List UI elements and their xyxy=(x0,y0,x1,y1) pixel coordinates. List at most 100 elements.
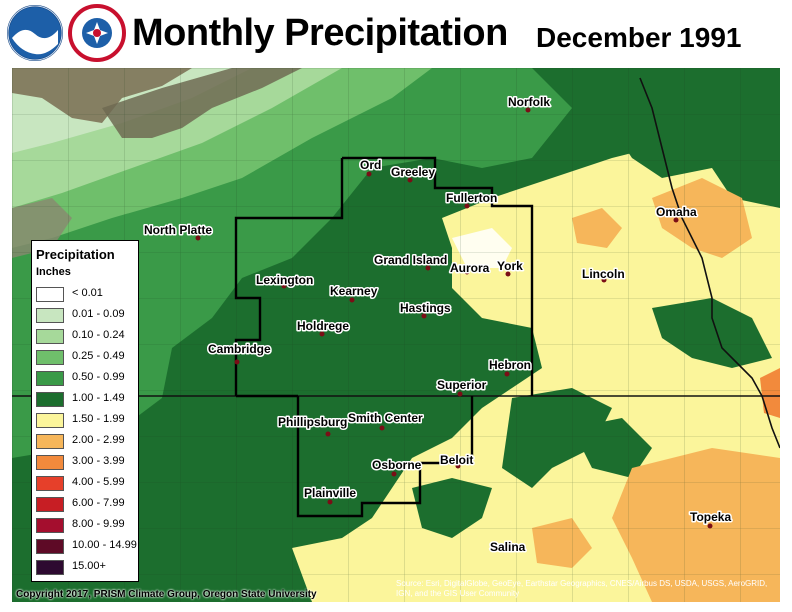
city-ord[interactable]: Ord xyxy=(359,157,383,177)
legend-item: 15.00+ xyxy=(36,559,136,575)
city-greeley[interactable]: Greeley xyxy=(390,164,437,183)
legend-label: 3.00 - 3.99 xyxy=(72,455,125,467)
precipitation-map[interactable]: Norfolk Ord Greeley Fullerton North Plat… xyxy=(12,68,780,602)
legend-label: 0.10 - 0.24 xyxy=(72,329,125,341)
city-hastings[interactable]: Hastings xyxy=(399,300,453,319)
city-label: Plainville xyxy=(304,486,356,500)
city-label: Fullerton xyxy=(446,191,497,205)
city-north-platte[interactable]: North Platte xyxy=(143,222,214,241)
city-label: Aurora xyxy=(450,261,490,275)
city-salina[interactable]: Salina xyxy=(489,539,528,556)
legend-swatch xyxy=(36,434,64,449)
copyright-credit: Copyright 2017, PRISM Climate Group, Ore… xyxy=(16,589,317,600)
city-grand-island[interactable]: Grand Island xyxy=(373,252,449,271)
forecast-area-boundary xyxy=(234,158,344,396)
legend-item: 8.00 - 9.99 xyxy=(36,517,136,533)
legend-label: 4.00 - 5.99 xyxy=(72,476,125,488)
legend-item: 0.50 - 0.99 xyxy=(36,370,136,386)
city-label: Holdrege xyxy=(297,319,349,333)
legend-label: 1.00 - 1.49 xyxy=(72,392,125,404)
city-label: Hebron xyxy=(489,358,531,372)
legend-label: 15.00+ xyxy=(72,560,106,572)
city-label: Beloit xyxy=(440,453,473,467)
legend-label: 6.00 - 7.99 xyxy=(72,497,125,509)
legend-item: 10.00 - 14.99 xyxy=(36,538,137,554)
state-border-east xyxy=(639,77,763,397)
basemap-sources: Source: Esri, DigitalGlobe, GeoEye, Eart… xyxy=(396,579,768,598)
city-aurora[interactable]: Aurora xyxy=(449,260,492,277)
city-cambridge[interactable]: Cambridge xyxy=(207,341,273,365)
legend-swatch xyxy=(36,371,64,386)
legend-item: 1.00 - 1.49 xyxy=(36,391,136,407)
city-york[interactable]: York xyxy=(496,258,525,277)
city-label: Greeley xyxy=(391,165,435,179)
legend-label: 2.00 - 2.99 xyxy=(72,434,125,446)
city-phillipsburg[interactable]: Phillipsburg xyxy=(277,414,349,437)
legend-label: 10.00 - 14.99 xyxy=(72,539,137,551)
legend-label: 0.25 - 0.49 xyxy=(72,350,125,362)
city-kearney[interactable]: Kearney xyxy=(329,283,379,303)
city-hebron[interactable]: Hebron xyxy=(488,357,533,377)
legend-swatch xyxy=(36,329,64,344)
legend-label: 0.50 - 0.99 xyxy=(72,371,125,383)
state-border-east-ks xyxy=(761,395,780,449)
legend-swatch xyxy=(36,392,64,407)
legend-item: 3.00 - 3.99 xyxy=(36,454,136,470)
city-label: Lexington xyxy=(256,273,313,287)
city-beloit[interactable]: Beloit xyxy=(439,452,475,469)
legend-title: Precipitation xyxy=(36,247,115,262)
city-label: Hastings xyxy=(400,301,451,315)
legend-swatch xyxy=(36,413,64,428)
legend-swatch xyxy=(36,518,64,533)
city-label: Ord xyxy=(360,158,381,172)
legend-item: 4.00 - 5.99 xyxy=(36,475,136,491)
forecast-area-boundary xyxy=(296,396,474,518)
precipitation-legend: Precipitation Inches < 0.01 0.01 - 0.09 0.… xyxy=(31,240,139,582)
city-osborne[interactable]: Osborne xyxy=(371,457,423,477)
legend-units: Inches xyxy=(36,266,71,278)
legend-swatch xyxy=(36,455,64,470)
city-smith-center[interactable]: Smith Center xyxy=(347,410,425,431)
nws-logo-icon xyxy=(68,4,126,62)
legend-swatch xyxy=(36,497,64,512)
city-plainville[interactable]: Plainville xyxy=(303,485,358,505)
forecast-area-boundary xyxy=(342,156,534,396)
city-label: Omaha xyxy=(656,205,697,219)
city-fullerton[interactable]: Fullerton xyxy=(445,190,499,209)
header: Monthly Precipitation December 1991 xyxy=(0,0,792,68)
legend-item: 2.00 - 2.99 xyxy=(36,433,136,449)
legend-item: 1.50 - 1.99 xyxy=(36,412,136,428)
legend-item: < 0.01 xyxy=(36,286,136,302)
map-period: December 1991 xyxy=(536,22,742,53)
city-label: Cambridge xyxy=(208,342,271,356)
city-label: Superior xyxy=(437,378,487,392)
legend-label: 1.50 - 1.99 xyxy=(72,413,125,425)
city-label: North Platte xyxy=(144,223,212,237)
legend-swatch xyxy=(36,287,64,302)
city-label: Lincoln xyxy=(582,267,625,281)
city-norfolk[interactable]: Norfolk xyxy=(507,94,552,113)
city-label: Osborne xyxy=(372,458,422,472)
map-title: Monthly Precipitation xyxy=(132,12,508,54)
legend-label: < 0.01 xyxy=(72,287,103,299)
city-label: York xyxy=(497,259,523,273)
city-label: Grand Island xyxy=(374,253,447,267)
legend-swatch xyxy=(36,476,64,491)
city-lincoln[interactable]: Lincoln xyxy=(581,266,626,283)
city-label: Kearney xyxy=(330,284,378,298)
city-label: Topeka xyxy=(690,510,731,524)
city-topeka[interactable]: Topeka xyxy=(689,509,733,529)
legend-item: 6.00 - 7.99 xyxy=(36,496,136,512)
city-omaha[interactable]: Omaha xyxy=(655,204,699,223)
noaa-logo-icon xyxy=(7,5,63,61)
city-label: Smith Center xyxy=(348,411,423,425)
map-canvas: Norfolk Ord Greeley Fullerton North Plat… xyxy=(12,68,780,602)
legend-item: 0.01 - 0.09 xyxy=(36,307,136,323)
city-lexington[interactable]: Lexington xyxy=(255,272,315,289)
legend-label: 0.01 - 0.09 xyxy=(72,308,125,320)
city-label: Norfolk xyxy=(508,95,550,109)
legend-swatch xyxy=(36,539,64,554)
city-superior[interactable]: Superior xyxy=(436,377,488,397)
city-holdrege[interactable]: Holdrege xyxy=(296,318,351,337)
legend-item: 0.10 - 0.24 xyxy=(36,328,136,344)
